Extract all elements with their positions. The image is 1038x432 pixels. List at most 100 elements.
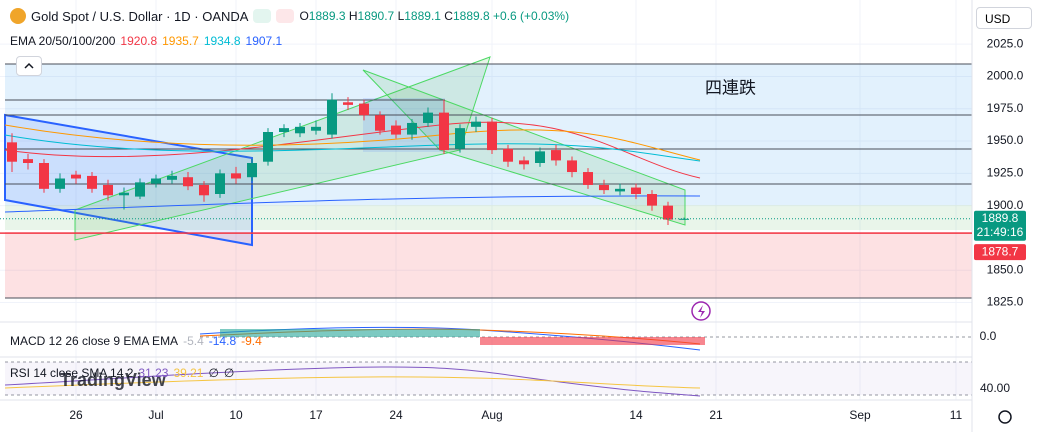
candle-body [151, 178, 161, 184]
levels [5, 63, 972, 299]
ema-lines [4, 121, 701, 213]
event-icon[interactable] [691, 301, 711, 321]
symbol[interactable]: Gold Spot / U.S. Dollar · 1D · OANDA [31, 8, 249, 24]
candle-body [439, 112, 449, 151]
candle-body [231, 173, 241, 179]
currency: USD [985, 12, 1011, 26]
ema-100 [4, 134, 701, 162]
candle-body [71, 174, 81, 179]
y-tick-label: 1900.0 [987, 198, 1024, 212]
event-bolt [698, 305, 705, 318]
ohlc-label: C [444, 9, 453, 23]
indicator-name[interactable]: RSI 14 close SMA 14 2 [10, 366, 134, 380]
ema-50 [4, 124, 701, 161]
indicator-value: ∅ [223, 366, 235, 380]
ohlc: O1889.3 H1890.7 L1889.1 C1889.8 +0.6 (+0… [299, 9, 569, 23]
candle-body [615, 188, 625, 192]
indicator-value: 1935.7 [162, 34, 199, 48]
currency-select[interactable]: USD [976, 7, 1032, 29]
header: Gold Spot / U.S. Dollar · 1D · OANDA O18… [10, 8, 569, 24]
macd-histogram [220, 329, 480, 337]
change: +0.6 (+0.03%) [493, 9, 570, 23]
chevron [24, 62, 34, 69]
candle-body [55, 178, 65, 189]
indicator-value: 39.21 [173, 366, 204, 380]
indicator-name[interactable]: MACD 12 26 close 9 EMA EMA [10, 334, 179, 348]
x-tick-label: 14 [629, 408, 643, 422]
y-tick-label: 1825.0 [987, 295, 1024, 309]
x-tick-label: Jul [148, 408, 163, 422]
indicator-value: ∅ [208, 366, 219, 380]
x-tick-label: 21 [709, 408, 723, 422]
y-tick-label: 1925.0 [987, 166, 1024, 180]
candle-body [551, 150, 561, 161]
ohlc-value: 1889.1 [404, 9, 441, 23]
candle-body [583, 172, 593, 185]
rsi-legend: RSI 14 close SMA 14 2 31.23 39.21 ∅ ∅ [10, 366, 234, 380]
macd-legend: MACD 12 26 close 9 EMA EMA -5.4 -14.8 -9… [10, 334, 262, 348]
candle-body [663, 205, 673, 220]
macd-axis-label: 0.0 [980, 329, 997, 343]
level-label: 1878.7 [982, 244, 1019, 258]
candle-body [311, 126, 321, 131]
candle-body [87, 175, 97, 189]
candle-body [535, 151, 545, 163]
countdown: 21:49:16 [977, 225, 1024, 239]
y-tick-label: 1850.0 [987, 262, 1024, 276]
watermark: TradingView [60, 370, 167, 390]
drawings [4, 56, 972, 299]
candle-body [39, 163, 49, 189]
candle-body [391, 125, 401, 135]
candle-body [263, 132, 273, 162]
candle-body [487, 121, 497, 151]
macd-pane [0, 321, 972, 351]
ohlc-value: 1889.3 [308, 9, 346, 23]
y-tick-label: 2000.0 [987, 69, 1024, 83]
candle-body [103, 184, 113, 196]
candle-body [183, 177, 193, 187]
candle-body [295, 126, 305, 134]
indicator-value: 1934.8 [203, 34, 241, 48]
sell-pill[interactable] [276, 9, 295, 23]
symbol-logo [10, 8, 26, 24]
candle-body [119, 192, 129, 196]
candle-body [135, 182, 145, 197]
ema-20 [4, 121, 701, 179]
y-tick-label: 1950.0 [987, 133, 1024, 147]
ema-legend: EMA 20/50/100/200 1920.8 1935.7 1934.8 1… [10, 34, 282, 48]
y-tick-label: 1975.0 [987, 101, 1024, 115]
candle-body [359, 103, 369, 116]
ohlc-value: 1890.7 [357, 9, 395, 23]
settings-icon[interactable] [998, 410, 1012, 424]
entry-zone [5, 205, 972, 230]
buy-pill[interactable] [253, 9, 272, 23]
x-tick-label: 11 [950, 408, 963, 422]
candle-body [567, 160, 577, 173]
candle-body [647, 194, 657, 206]
last-price-tag [974, 210, 1026, 241]
indicator-value: 31.23 [138, 366, 169, 380]
indicator-value: -9.4 [241, 334, 262, 348]
last-price-label: 1889.8 [982, 211, 1019, 225]
y-tick-label: 2025.0 [987, 36, 1024, 50]
rsi-line [4, 366, 701, 397]
ohlc-label: O [299, 9, 309, 23]
indicator-value: -14.8 [208, 334, 237, 348]
candle-body [631, 187, 641, 194]
candle-body [327, 99, 337, 135]
candle-body [599, 184, 609, 191]
candle-body [503, 148, 513, 162]
rsi-axis-label: 40.00 [980, 381, 1010, 395]
collapse-button[interactable] [16, 56, 42, 76]
ohlc-value: 1889.8 [452, 9, 490, 23]
candle-body [167, 175, 177, 180]
indicator-name[interactable]: EMA 20/50/100/200 [10, 34, 116, 48]
grid [0, 0, 972, 400]
x-tick-label: 24 [389, 408, 403, 422]
candle-body [247, 163, 257, 178]
stop-zone [5, 232, 972, 298]
x-tick-label: 26 [69, 408, 83, 422]
x-tick-label: 17 [309, 408, 323, 422]
